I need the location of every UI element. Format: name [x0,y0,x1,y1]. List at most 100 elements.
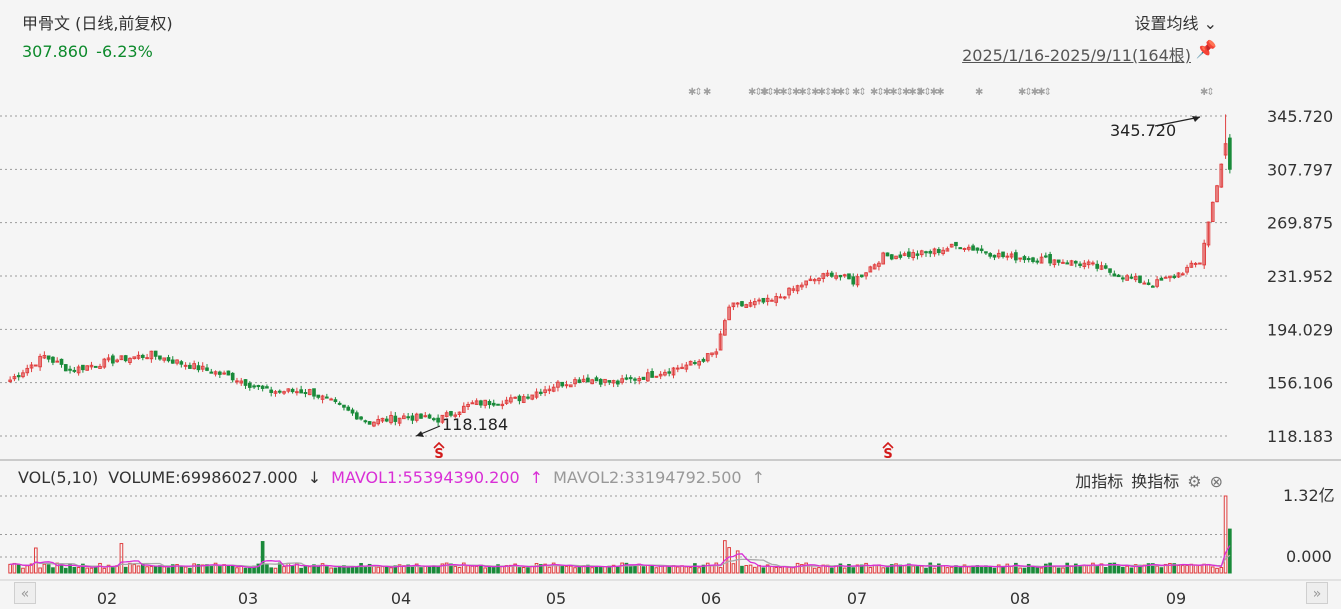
candle-body [1026,258,1031,261]
ma-settings-button[interactable]: 设置均线 ⌄ [1134,14,1217,33]
candle-body [179,361,184,365]
candle-body [988,253,993,257]
candle-body [367,421,372,425]
news-marker-icon: ✱ [837,87,845,98]
candle-body [354,412,359,420]
volume-bar [55,562,60,574]
candle-body [487,400,492,406]
volume-bar [731,563,736,574]
mavol1-line [10,545,1231,569]
volume-bar [1078,565,1082,574]
volume-bar [693,563,697,574]
candle-body [979,248,984,252]
volume-bar [765,564,770,574]
candle-body [230,372,235,381]
candle-body [851,276,856,285]
candle-body [842,274,847,277]
volume-bars [8,495,1232,574]
volume-bar [1146,563,1151,574]
volume-bar [269,567,274,574]
volume-bar [372,565,376,574]
volume-bar [1215,567,1219,574]
candle-body [209,371,214,374]
news-marker-icon: ✱ [902,87,910,98]
scroll-right-button[interactable]: » [1306,582,1328,604]
gear-icon[interactable]: ⚙ [1187,472,1202,491]
volume-bar [564,565,569,574]
candle-body [684,364,689,370]
volume-bar [149,566,154,574]
candle-body [1121,277,1125,280]
scroll-left-button[interactable]: « [14,582,36,604]
volume-bar [346,566,351,574]
volume-bar [230,566,235,574]
volume-bar [667,565,672,574]
volume-bar [513,563,517,574]
volume-bar [12,562,17,574]
volume-bar [1001,566,1005,574]
volume-bar [560,565,565,574]
volume-bar [470,565,475,574]
volume-bar [487,566,492,574]
volume-bar [521,566,526,574]
volume-bar [1116,565,1121,574]
candle-body [633,378,637,381]
candle-body [222,372,226,375]
candle-body [453,414,458,417]
candle-body [654,375,659,378]
price-change: -6.23% [96,42,153,61]
price-tick-label: 231.952 [1267,267,1333,286]
switch-indicator-button[interactable]: 换指标 [1131,472,1180,491]
candle-body [295,391,299,394]
news-marker-icon: ⇕ [896,87,904,98]
candle-body [1073,260,1078,264]
pin-icon[interactable]: 📌 [1195,40,1217,60]
candle-body [915,253,920,256]
candle-body [479,400,483,406]
candle-body [128,357,132,364]
volume-bar [256,563,261,574]
x-tick-label: 08 [1010,589,1030,608]
volume-bar [1159,567,1164,574]
candle-body [397,417,402,424]
volume-bar [98,562,102,574]
candle-body [607,380,612,383]
candle-body [12,376,17,380]
volume-bar [791,567,796,574]
date-range-link[interactable]: 2025/1/16-2025/9/11(164根) [962,46,1191,65]
candle-body [55,360,60,363]
close-icon[interactable]: ⊗ [1209,472,1223,491]
x-tick-label: 04 [391,589,411,608]
volume-bar [568,565,573,574]
volume-bar [1129,567,1134,574]
signal-marker: S [883,447,892,462]
candle-body [93,365,98,368]
candle-body [140,354,145,358]
add-indicator-button[interactable]: 加指标 [1075,472,1124,491]
x-tick-label: 09 [1166,589,1186,608]
news-marker-icon: ✱ [1031,87,1039,98]
candle-body [333,399,338,403]
volume-bar [1048,562,1052,574]
volume-bar [590,567,595,574]
candle-body [123,355,128,362]
candle-body [770,299,774,302]
volume-bar [423,565,428,574]
volume-bar [200,564,205,574]
volume-bar [496,564,500,574]
candle-body [521,396,526,403]
volume-bar [710,565,714,574]
candle-body [1215,185,1219,203]
candle-body [1150,285,1155,288]
candle-body [804,280,808,286]
candle-body [1001,251,1005,258]
volume-bar [106,564,111,574]
candle-body [307,389,312,396]
candle-body [911,252,915,259]
candle-body [731,302,736,308]
volume-bar [183,566,188,574]
volume-bar [153,566,158,574]
news-marker-icon: ⇕ [754,87,762,98]
volume-bar [354,566,359,574]
candlesticks [8,114,1232,428]
